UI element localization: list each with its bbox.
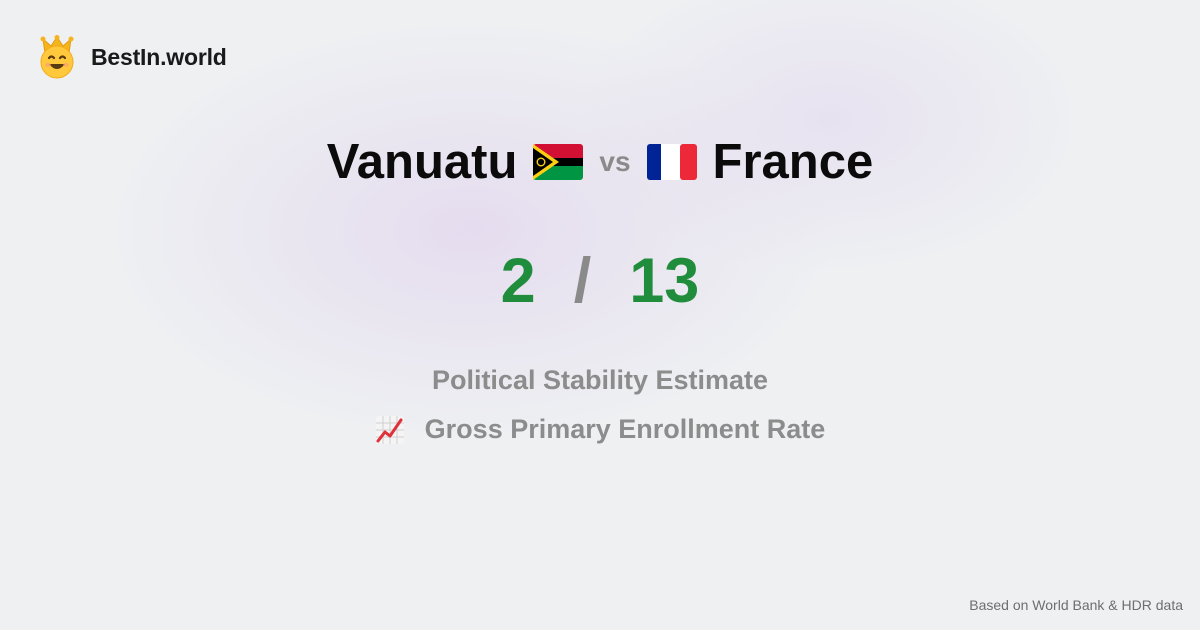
vanuatu-flag-icon — [533, 144, 584, 180]
comparison-headline: Vanuatu vs France — [0, 134, 1200, 190]
source-note: Based on World Bank & HDR data — [969, 597, 1183, 613]
metric-label: Gross Primary Enrollment Rate — [424, 414, 826, 444]
brand-logo[interactable]: BestIn.world — [38, 35, 227, 79]
metric-label: Political Stability Estimate — [431, 365, 769, 395]
chart-increasing-icon — [375, 415, 404, 444]
france-flag-icon — [646, 144, 697, 180]
country-a-name: Vanuatu — [326, 135, 518, 189]
crowned-smiley-icon — [40, 35, 74, 79]
score-separator: / — [573, 246, 592, 316]
country-b-name: France — [712, 135, 874, 189]
brand-name: BestIn.world — [91, 43, 227, 70]
vs-label: vs — [599, 146, 631, 177]
score-a: 2 — [500, 246, 536, 316]
score-b: 13 — [629, 246, 700, 316]
metric-gross-primary-enrollment: Gross Primary Enrollment Rate — [0, 414, 1200, 445]
metric-political-stability: Political Stability Estimate — [0, 365, 1200, 396]
score-display: 2 / 13 — [0, 245, 1200, 317]
